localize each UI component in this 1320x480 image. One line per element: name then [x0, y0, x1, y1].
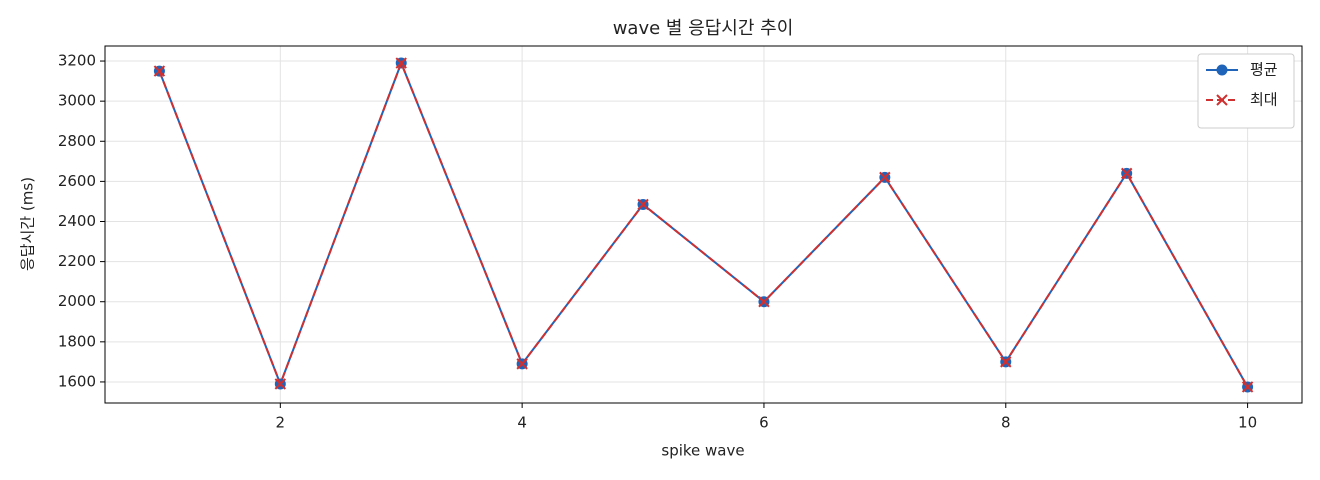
y-tick-label: 1800: [58, 332, 96, 350]
x-tick-label: 2: [276, 414, 286, 432]
x-tick-label: 4: [517, 414, 527, 432]
marker: [879, 171, 891, 184]
marker: [637, 198, 649, 211]
marker: [1241, 381, 1254, 393]
marker: [758, 296, 770, 308]
y-tick-label: 2600: [58, 172, 96, 190]
marker: [1120, 167, 1133, 180]
y-tick-label: 2400: [58, 212, 96, 230]
marker: [1216, 94, 1228, 106]
marker: [1000, 356, 1012, 368]
y-tick-label: 3000: [58, 92, 96, 110]
legend-label: 최대: [1250, 91, 1278, 109]
marker: [274, 378, 287, 390]
x-axis-label: spike wave: [661, 442, 744, 460]
y-tick-label: 2000: [58, 292, 96, 310]
marker: [1216, 64, 1228, 76]
legend-box: [1197, 53, 1295, 129]
y-tick-label: 1600: [58, 372, 96, 390]
y-tick-label: 2800: [58, 132, 96, 150]
series-line: [158, 60, 1249, 388]
x-tick-label: 10: [1238, 414, 1257, 432]
x-tick-label: 6: [759, 414, 769, 432]
marker: [153, 65, 166, 77]
plot-frame: [104, 45, 1303, 404]
marker: [516, 358, 528, 370]
y-axis-label: 응답시간 (ms): [19, 177, 37, 271]
chart-title: wave 별 응답시간 추이: [613, 18, 794, 39]
series-line: [158, 60, 1249, 388]
y-tick-label: 2200: [58, 252, 96, 270]
x-tick-label: 8: [1001, 414, 1011, 432]
legend-label: 평균: [1250, 61, 1278, 79]
marker: [395, 57, 407, 69]
y-tick-label: 3200: [58, 52, 96, 70]
